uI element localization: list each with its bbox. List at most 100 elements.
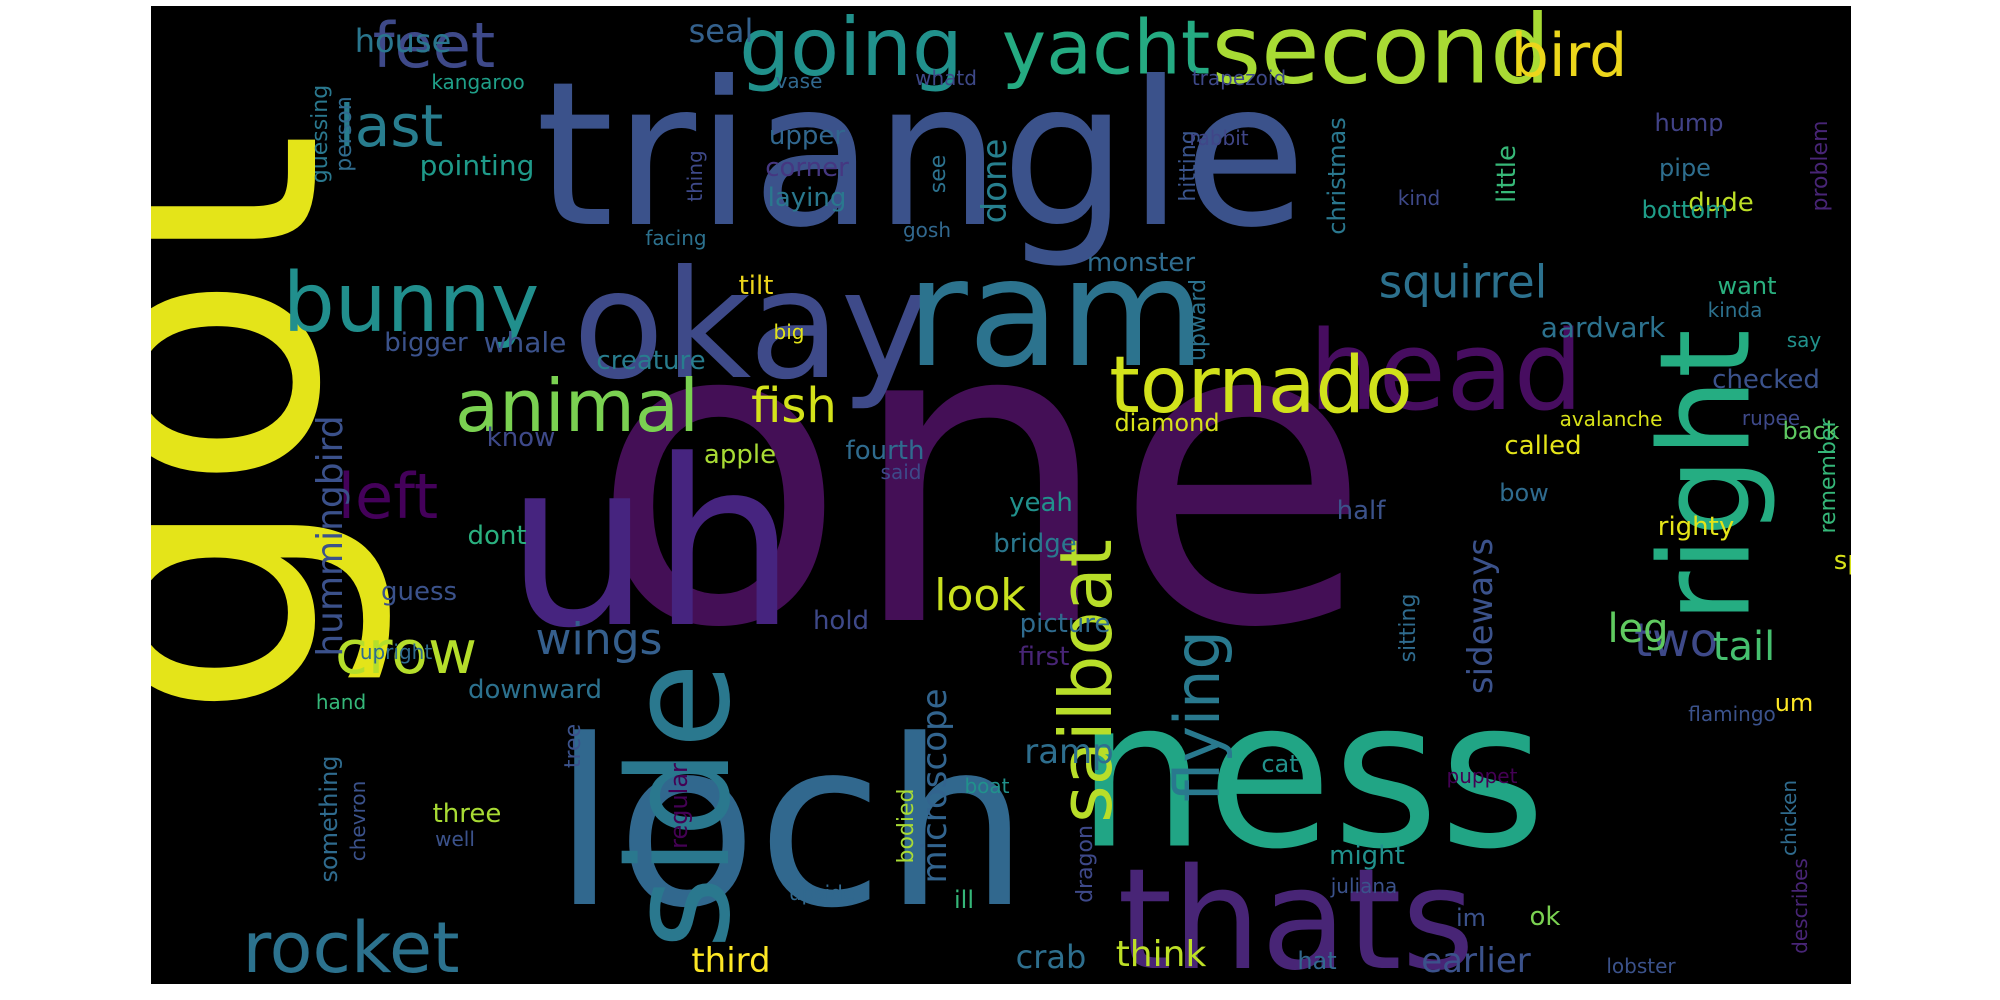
word-remember: remember (1816, 418, 1841, 534)
word-leg: leg (1607, 606, 1669, 652)
word-laying: laying (767, 183, 847, 213)
word-guess: guess (380, 577, 458, 607)
word-speed: speed (1833, 546, 1851, 576)
word-picture: picture (1019, 609, 1111, 639)
word-person: person (332, 96, 357, 172)
word-whale: whale (483, 326, 567, 359)
word-bridge: bridge (993, 529, 1077, 559)
word-little: little (1492, 144, 1522, 204)
word-sitting: sitting (1396, 593, 1421, 663)
word-triangle: triangle (535, 39, 1307, 272)
word-hump: hump (1654, 109, 1724, 137)
word-left: left (337, 460, 439, 533)
word-bird: bird (1510, 21, 1628, 91)
word-loch: loch (552, 692, 1030, 959)
word-crab: crab (1015, 938, 1087, 976)
word-tilt: tilt (738, 271, 774, 301)
word-second: second (1211, 6, 1551, 106)
word-seal: seal (688, 12, 754, 50)
word-trapezoid: trapezoid (1191, 66, 1287, 90)
word-might: might (1329, 841, 1405, 871)
word-gosh: gosh (902, 218, 952, 242)
word-earlier: earlier (1421, 941, 1531, 981)
word-yacht: yacht (1001, 6, 1211, 92)
word-chicken: chicken (1777, 779, 1801, 857)
word-whatd: whatd (915, 66, 977, 90)
word-look: look (934, 570, 1026, 621)
word-say: say (1786, 328, 1822, 352)
word-apple: apple (703, 440, 777, 470)
word-well: well (435, 827, 475, 851)
word-creature: creature (596, 346, 706, 376)
word-ram: ram (906, 227, 1206, 401)
word-aardvark: aardvark (1540, 311, 1666, 344)
word-im: im (1455, 904, 1487, 932)
word-upper: upper (768, 121, 846, 151)
word-sailboat: sailboat (1044, 539, 1128, 823)
word-bigger: bigger (384, 328, 468, 358)
word-thats: thats (1117, 839, 1475, 985)
word-last: last (338, 92, 444, 160)
word-upright: upright (359, 640, 433, 664)
word-ok: ok (1529, 902, 1561, 932)
word-one: one (590, 231, 1372, 720)
word-fish: fish (751, 378, 837, 434)
word-avalanche: avalanche (1559, 407, 1663, 431)
word-cat: cat (1261, 750, 1299, 778)
word-checked: checked (1712, 365, 1820, 395)
word-regular: regular (665, 763, 693, 849)
word-fourth: fourth (845, 436, 925, 466)
word-head: head (1308, 307, 1584, 435)
word-monster: monster (1086, 248, 1196, 278)
word-hummingbird: hummingbird (310, 415, 351, 657)
word-boat: boat (964, 774, 1010, 798)
word-tail: tail (1712, 624, 1776, 670)
word-righty: righty (1657, 512, 1735, 542)
word-diamond: diamond (1114, 409, 1220, 437)
word-something: something (315, 755, 343, 883)
word-tornado: tornado (1109, 341, 1413, 431)
word-called: called (1504, 431, 1582, 461)
word-feet: feet (372, 9, 496, 82)
word-house: house (354, 22, 452, 60)
word-going: going (739, 6, 963, 94)
word-rabbit: rabbit (1189, 126, 1249, 150)
word-juliana: juliana (1330, 874, 1398, 898)
word-see: see (926, 154, 951, 194)
word-rupee: rupee (1741, 406, 1801, 430)
word-rocket: rocket (242, 907, 460, 984)
word-pipe: pipe (1659, 154, 1711, 182)
word-two: two (1634, 613, 1718, 667)
word-um: um (1774, 689, 1814, 717)
word-crow: crow (334, 618, 478, 688)
word-describes: describes (1788, 858, 1812, 954)
word-kind: kind (1397, 186, 1441, 210)
word-puppet: puppet (1446, 764, 1518, 788)
word-said: said (880, 460, 922, 484)
word-sideways: sideways (1461, 537, 1501, 695)
word-flamingo: flamingo (1688, 702, 1776, 726)
word-first: first (1018, 642, 1070, 672)
word-big: big (773, 320, 805, 344)
word-know: know (486, 423, 556, 453)
word-third: third (691, 941, 771, 981)
word-thing: thing (683, 150, 707, 202)
word-half: half (1336, 496, 1386, 526)
word-ill: ill (953, 886, 975, 914)
word-hat: hat (1297, 947, 1337, 975)
word-pointing: pointing (419, 149, 535, 182)
word-bodied: bodied (894, 788, 919, 864)
word-dude: dude (1688, 188, 1754, 218)
word-guessing: guessing (308, 84, 333, 184)
word-kinda: kinda (1707, 298, 1763, 322)
word-downward: downward (467, 675, 603, 705)
word-back: back (1782, 417, 1840, 445)
word-animal: animal (454, 364, 700, 448)
word-microscope: microscope (915, 688, 955, 884)
word-done: done (975, 138, 1015, 224)
word-three: three (432, 799, 502, 829)
word-think: think (1115, 934, 1207, 975)
word-bottom: bottom (1641, 196, 1729, 224)
word-yeah: yeah (1009, 488, 1073, 518)
word-problem: problem (1808, 120, 1833, 212)
